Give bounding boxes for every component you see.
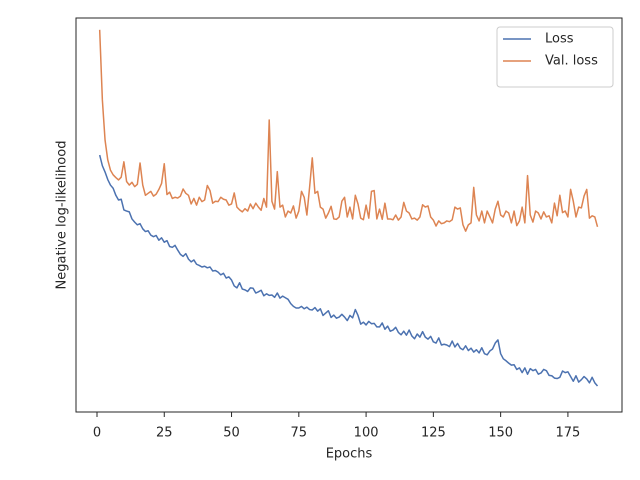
x-tick-label: 25 <box>156 426 173 441</box>
x-tick-label: 150 <box>488 426 513 441</box>
x-tick-label: 75 <box>291 426 308 441</box>
x-axis-label: Epochs <box>326 447 373 462</box>
x-tick-label: 175 <box>555 426 580 441</box>
legend-label: Val. loss <box>545 54 598 69</box>
legend-box <box>496 26 614 88</box>
plot-frame <box>75 17 623 413</box>
x-tick-label: 50 <box>223 426 240 441</box>
x-tick-label: 100 <box>354 426 379 441</box>
series-line <box>98 154 599 387</box>
y-axis-label: Negative log-likelihood <box>55 141 70 290</box>
x-tick-label: 0 <box>93 426 101 441</box>
legend-label: Loss <box>545 32 574 47</box>
series-line <box>98 29 599 232</box>
x-tick-label: 125 <box>421 426 446 441</box>
